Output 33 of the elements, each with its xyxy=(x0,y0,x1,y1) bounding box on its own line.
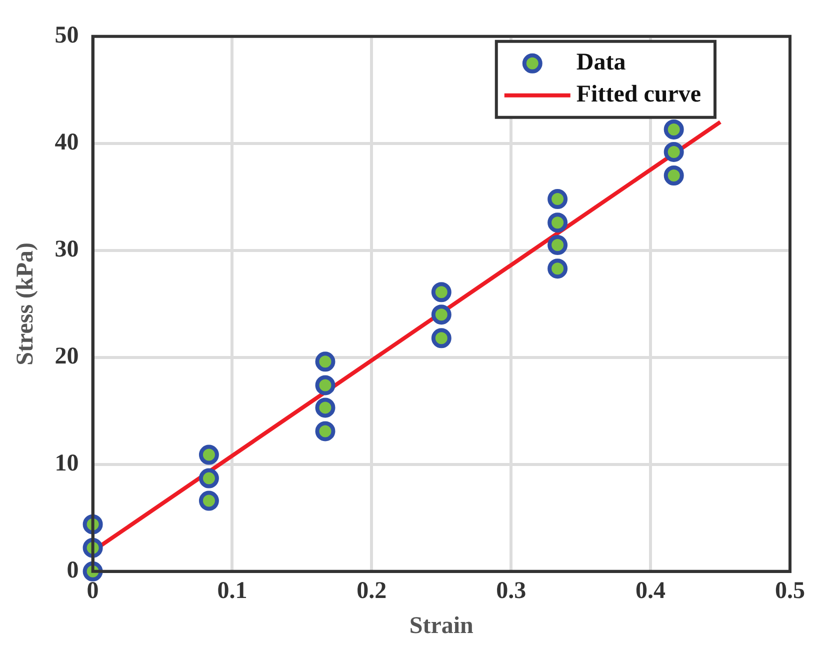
y-tick-label: 40 xyxy=(54,130,79,156)
y-tick-label: 20 xyxy=(54,344,79,370)
x-tick-label: 0.4 xyxy=(636,578,666,604)
point xyxy=(548,258,568,279)
point xyxy=(198,468,219,488)
x-tick-label: 0.3 xyxy=(496,578,526,604)
point xyxy=(548,212,568,233)
point xyxy=(315,375,336,396)
point xyxy=(548,189,568,210)
x-tick-label: 0.5 xyxy=(775,578,805,604)
point xyxy=(664,142,684,162)
point xyxy=(431,328,452,348)
x-tick-label: 0.1 xyxy=(217,578,248,604)
y-axis-title: Stress (kPa) xyxy=(12,242,39,366)
y-tick-label: 50 xyxy=(54,22,79,49)
y-tick-label: 30 xyxy=(54,236,79,263)
y-tick-label: 0 xyxy=(66,558,79,584)
x-tick-label: 0 xyxy=(86,578,99,604)
point xyxy=(664,119,684,140)
legend-label: Data xyxy=(576,50,626,76)
x-tick-label: 0.2 xyxy=(356,578,387,604)
point xyxy=(431,282,452,302)
point xyxy=(548,235,568,256)
point xyxy=(431,304,452,325)
x-axis-title: Strain xyxy=(409,612,474,639)
legend-label: Fitted curve xyxy=(576,82,702,108)
point xyxy=(315,421,336,442)
y-tick-label: 10 xyxy=(54,450,79,477)
point xyxy=(198,444,219,465)
point xyxy=(315,352,336,372)
point xyxy=(315,398,336,418)
point xyxy=(664,166,684,186)
point xyxy=(198,490,219,511)
